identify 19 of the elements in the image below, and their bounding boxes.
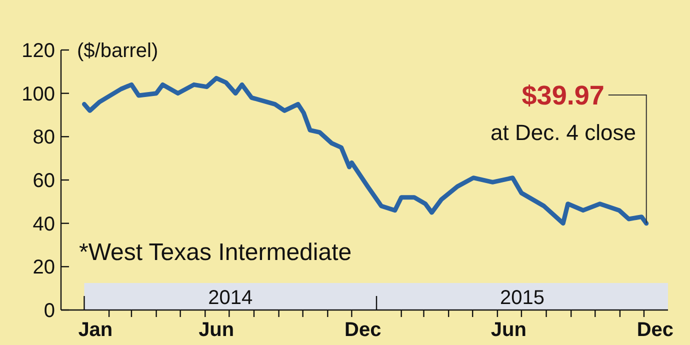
- y-tick-label: 120: [22, 40, 55, 62]
- x-tick-label: Dec: [344, 319, 382, 341]
- y-tick-label: 100: [22, 83, 55, 106]
- x-tick-label: Jun: [490, 319, 526, 341]
- x-tick-label: Jan: [78, 319, 113, 341]
- x-tick-label: Jun: [198, 319, 234, 341]
- annotation: at Dec. 4 close: [490, 120, 636, 145]
- band-label: 2014: [208, 287, 253, 309]
- y-tick-label: 40: [32, 213, 55, 236]
- x-tick-label: Dec: [636, 319, 674, 341]
- y-tick-label: 60: [32, 170, 55, 192]
- band-label: 2015: [500, 287, 545, 309]
- annotation: *West Texas Intermediate: [79, 239, 352, 266]
- y-tick-label: 20: [32, 256, 55, 279]
- y-tick-label: 80: [32, 126, 55, 149]
- y-axis-title: ($/barrel): [77, 40, 158, 62]
- annotation: $39.97: [522, 80, 604, 110]
- line-series: [82, 76, 649, 226]
- y-tick-label: 0: [44, 300, 55, 322]
